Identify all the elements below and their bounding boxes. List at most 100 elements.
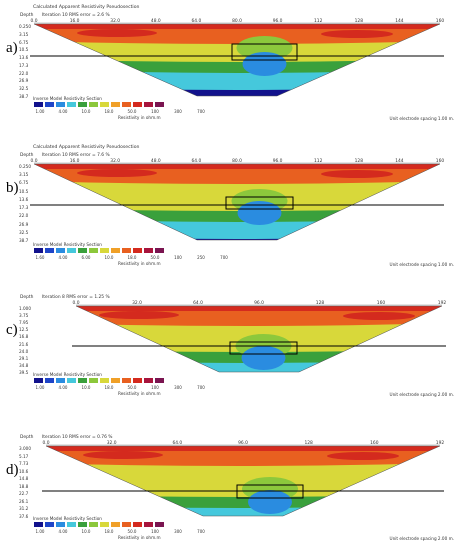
legend-title: Inverse Model Resistivity Section xyxy=(33,372,102,377)
depth-label: 0.250 xyxy=(19,164,31,169)
depth-label: 10.5 xyxy=(19,47,29,53)
x-tick-label: 0.0 xyxy=(30,19,38,24)
depth-label: 3.75 xyxy=(19,313,29,319)
hot-spot-left xyxy=(99,311,179,319)
x-tick-label: 80.0 xyxy=(232,159,242,164)
panel-c: c) Depth Iteration 8 RMS error = 1.25 % 0.0… xyxy=(0,280,474,420)
hot-spot-left xyxy=(83,451,163,459)
legend-swatch xyxy=(133,522,142,527)
depth-label: 7.73 xyxy=(19,461,29,467)
electrode-spacing: Unit electrode spacing 2.00 m. xyxy=(389,536,454,541)
legend-value: 700 xyxy=(197,385,205,390)
resistivity-section xyxy=(30,22,444,97)
depth-label: 13.6 xyxy=(19,55,29,61)
legend-swatch xyxy=(100,378,109,383)
panel-title: Calculated Apparent Resistivity Pseudose… xyxy=(33,5,140,10)
legend-value: 700 xyxy=(220,255,228,260)
legend-swatch xyxy=(78,378,87,383)
depth-label: 21.6 xyxy=(19,341,29,347)
x-tick-label: 64.0 xyxy=(191,19,202,24)
legend-swatch xyxy=(34,522,43,527)
x-tick-label: 128 xyxy=(304,441,313,446)
legend-swatch xyxy=(111,248,120,253)
legend-title: Inverse Model Resistivity Section xyxy=(33,516,102,521)
resistivity-section xyxy=(30,162,444,241)
legend-value: 1.00 xyxy=(35,109,45,114)
legend-value: 300 xyxy=(174,385,182,390)
legend-value: 300 xyxy=(174,529,182,534)
legend-value: 50.0 xyxy=(150,255,160,260)
resistivity-section xyxy=(42,444,444,517)
legend-swatch xyxy=(34,102,43,107)
legend-swatch xyxy=(122,248,131,253)
legend-swatch xyxy=(78,102,87,107)
legend-value: 18.0 xyxy=(104,529,114,534)
x-tick-label: 192 xyxy=(435,441,445,446)
depth-label: 38.7 xyxy=(19,94,29,99)
legend-swatch xyxy=(67,378,76,383)
legend-value: 100 xyxy=(151,109,159,114)
panel-label: b) xyxy=(6,180,19,196)
layer-red xyxy=(76,306,442,311)
electrode-spacing: Unit electrode spacing 1.00 m. xyxy=(389,116,454,121)
x-tick-label: 0.0 xyxy=(72,301,80,306)
depth-header: Depth xyxy=(20,295,34,300)
depth-label: 6.75 xyxy=(19,39,29,45)
x-tick-label: 128 xyxy=(354,19,363,24)
depth-label: 3.15 xyxy=(19,172,29,178)
iteration-label: Iteration 10 RMS error = 2.6 % xyxy=(42,13,110,18)
anomaly-green xyxy=(236,36,293,60)
legend-swatch xyxy=(34,248,43,253)
depth-label: 22.7 xyxy=(19,491,29,497)
legend-swatch xyxy=(111,102,120,107)
legend-swatch xyxy=(122,378,131,383)
hot-spot-right xyxy=(343,312,415,320)
resistivity-section xyxy=(72,304,446,373)
legend-swatch xyxy=(133,378,142,383)
legend-swatch xyxy=(45,522,54,527)
legend-swatch xyxy=(45,378,54,383)
depth-label: 14.8 xyxy=(19,476,29,482)
panel-title: Calculated Apparent Resistivity Pseudose… xyxy=(33,145,140,150)
depth-header: Depth xyxy=(20,435,34,440)
hot-spot-right xyxy=(327,452,399,460)
legend-value: 1.00 xyxy=(35,529,45,534)
depth-label: 12.5 xyxy=(19,327,29,333)
x-tick-label: 144 xyxy=(395,159,404,164)
x-tick-label: 112 xyxy=(313,19,323,24)
legend-swatch xyxy=(45,102,54,107)
depth-label: 22.0 xyxy=(19,70,29,76)
legend-value: 4.00 xyxy=(58,255,68,260)
depth-label: 38.7 xyxy=(19,238,29,243)
layer-red xyxy=(34,164,440,169)
panel-b: b) Calculated Apparent Resistivity Pseudo… xyxy=(0,140,474,280)
depth-label: 32.5 xyxy=(19,229,29,235)
x-tick-label: 96.0 xyxy=(254,301,264,306)
depth-label: 13.6 xyxy=(19,196,29,202)
depth-label: 6.75 xyxy=(19,180,29,186)
panel-label: a) xyxy=(6,40,18,56)
x-tick-label: 32.0 xyxy=(110,19,121,24)
x-tick-label: 96.0 xyxy=(272,159,283,164)
legend-swatch xyxy=(144,102,153,107)
legend-swatch xyxy=(133,248,142,253)
x-tick-label: 160 xyxy=(370,441,379,446)
iteration-label: Iteration 10 RMS error = 0.76 % xyxy=(42,435,113,440)
x-tick-label: 64.0 xyxy=(191,159,202,164)
depth-label: 18.8 xyxy=(19,483,29,489)
x-tick-label: 16.0 xyxy=(69,19,80,24)
depth-label: 31.2 xyxy=(19,506,29,512)
legend-value: 4.00 xyxy=(58,529,68,534)
legend-swatch xyxy=(111,522,120,527)
panel-a: a) Calculated Apparent Resistivity Pseudo… xyxy=(0,0,474,140)
legend-value: 6.00 xyxy=(81,255,91,260)
legend-value: 700 xyxy=(197,529,205,534)
depth-label: 17.3 xyxy=(19,62,29,68)
legend-swatch xyxy=(78,248,87,253)
electrode-spacing: Unit electrode spacing 1.00 m. xyxy=(389,262,454,267)
legend-swatch xyxy=(67,522,76,527)
legend-value: 1.00 xyxy=(35,385,45,390)
legend-value: 700 xyxy=(197,109,205,114)
legend-swatch xyxy=(133,102,142,107)
legend-value: 18.0 xyxy=(104,109,114,114)
